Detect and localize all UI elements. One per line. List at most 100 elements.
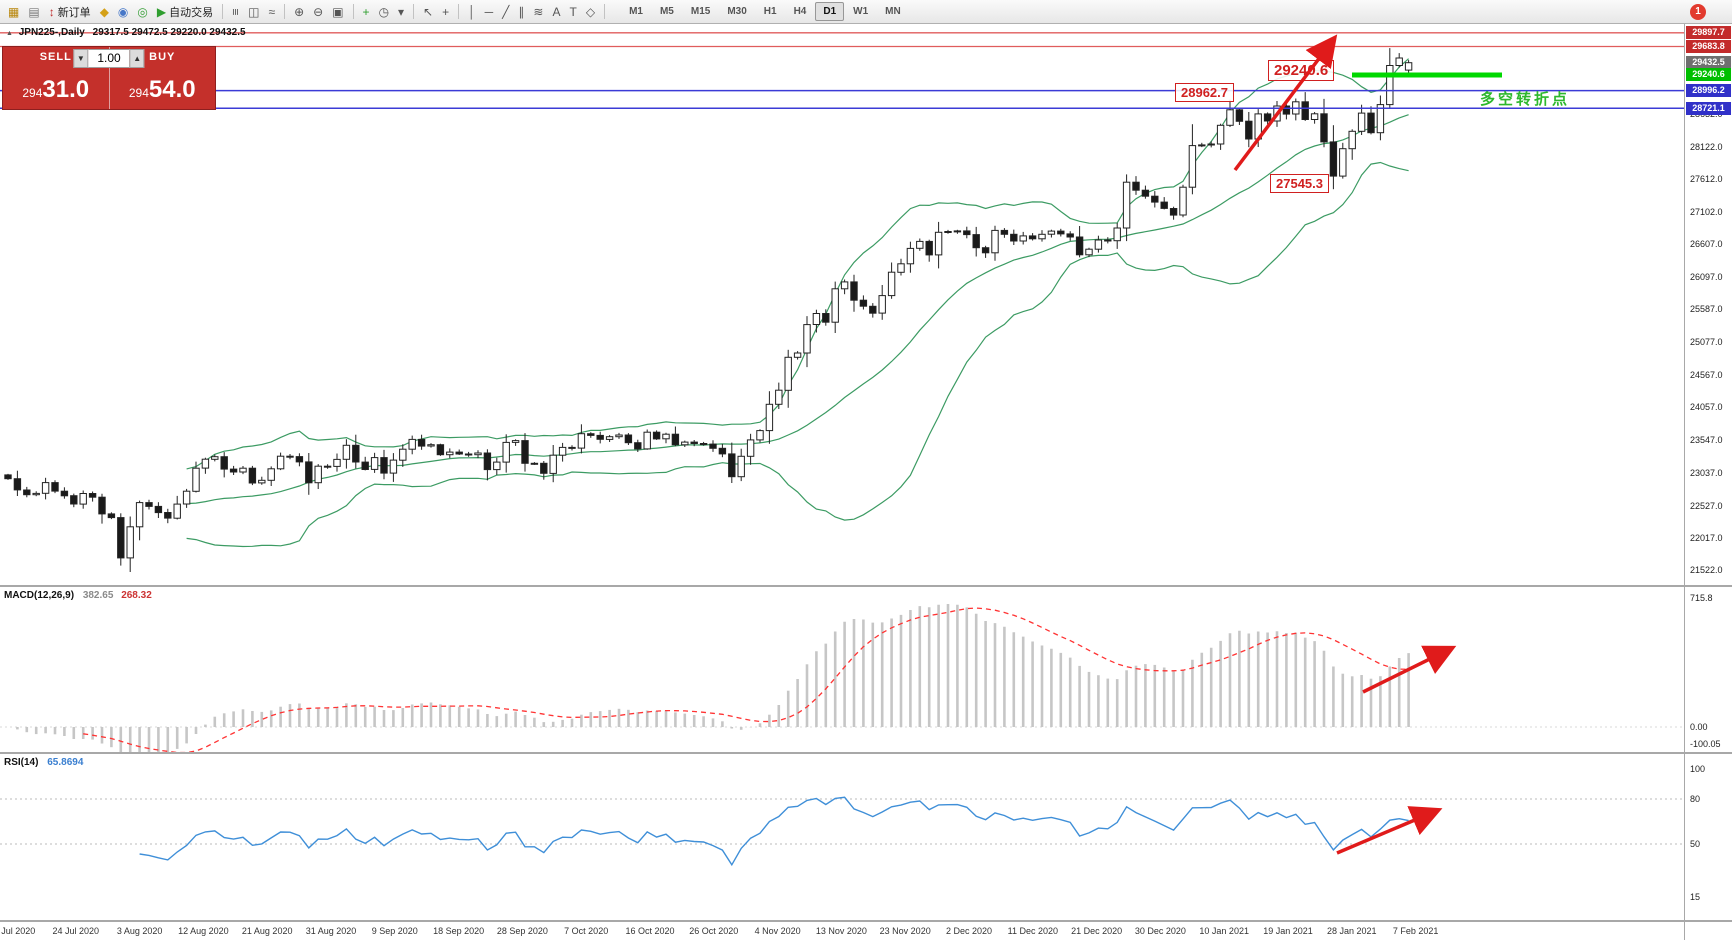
- trendline-icon: ╱: [502, 4, 510, 19]
- timeframe-w1[interactable]: W1: [853, 6, 869, 17]
- new-order-button[interactable]: ↕ 新订单: [45, 2, 95, 22]
- vertical-line-icon: │: [468, 4, 476, 19]
- profiles-button[interactable]: ▤: [24, 2, 43, 22]
- chart-price-annotation: 29240.6: [1268, 60, 1335, 81]
- expert-list-icon: ◎: [137, 4, 148, 19]
- price-scale-tick: 26097.0: [1690, 271, 1723, 282]
- macd-histogram: [16, 604, 1410, 752]
- indicators-button[interactable]: +: [359, 2, 374, 22]
- rsi-value: 65.8694: [47, 757, 84, 768]
- macd-scale-tick: 0.00: [1690, 722, 1708, 732]
- metaeditor-button[interactable]: ◆: [96, 2, 113, 22]
- chart-price-annotation: 27545.3: [1270, 174, 1329, 193]
- time-axis-label: 3 Aug 2020: [116, 926, 163, 936]
- price-scale-flag: 28996.2: [1686, 84, 1731, 98]
- tile-windows-button[interactable]: ▣: [328, 2, 347, 22]
- line-chart-button[interactable]: ≈: [264, 2, 279, 22]
- crosshair-button[interactable]: +: [438, 2, 453, 22]
- buy-label: BUY: [149, 51, 176, 63]
- rsi-scale-tick: 15: [1690, 891, 1701, 902]
- line-chart-icon: ≈: [268, 4, 276, 19]
- chart-price-annotation: 28962.7: [1175, 83, 1234, 102]
- timeframe-m15[interactable]: M15: [690, 6, 711, 17]
- autotrading-icon: ▶: [156, 4, 167, 19]
- price-scale-separator[interactable]: [1684, 24, 1685, 940]
- price-scale-tick: 27102.0: [1690, 207, 1723, 218]
- new-chart-icon: ▦: [8, 4, 20, 19]
- time-axis-label: 11 Dec 2020: [1007, 926, 1058, 936]
- horizontal-level-lines: [0, 32, 1684, 110]
- lot-increase-button[interactable]: ▲: [129, 49, 145, 68]
- toolbar: ▦ ▤ ↕ 新订单 ◆ ◉ ◎ ▶ 自动交易 ≡ ◫ ≈ ⊕ ⊖ ▣ + ◷ ▾ ↖ + │ ─ ╱ ∥ ≋ A T ◇ M1 M5 M1…: [0, 0, 1732, 24]
- arrows-button[interactable]: ◇: [582, 2, 599, 22]
- fibonacci-button[interactable]: ≋: [529, 2, 547, 22]
- notification-badge[interactable]: 1: [1690, 3, 1706, 20]
- zoom-in-button[interactable]: ⊕: [290, 2, 308, 22]
- time-axis-label: 18 Sep 2020: [433, 926, 485, 936]
- timeframe-h4[interactable]: H4: [793, 6, 807, 17]
- periods-button[interactable]: ◷: [375, 2, 393, 22]
- bar-chart-button[interactable]: ≡: [228, 2, 243, 22]
- main-chart-svg[interactable]: [0, 24, 1684, 585]
- price-scale-tick: 24567.0: [1690, 369, 1723, 380]
- timeframe-m30[interactable]: M30: [727, 6, 747, 17]
- timeframe-bar: M1 M5 M15 M30 H1 H4 D1 W1 MN: [621, 2, 909, 21]
- time-axis-label: 23 Nov 2020: [879, 926, 931, 936]
- horizontal-line-icon: ─: [484, 4, 494, 19]
- candlestick-chart-button[interactable]: ◫: [244, 2, 263, 22]
- rsi-panel-svg[interactable]: [0, 754, 1684, 920]
- timeframe-m1[interactable]: M1: [629, 6, 643, 17]
- time-axis-separator[interactable]: [0, 920, 1732, 922]
- timeframe-m5[interactable]: M5: [659, 6, 674, 17]
- lot-value[interactable]: 1.00: [88, 49, 130, 68]
- panel-separator[interactable]: [0, 585, 1732, 587]
- price-scale-flag: 28721.1: [1686, 101, 1731, 115]
- time-axis-label: 28 Jan 2021: [1327, 926, 1377, 936]
- price-scale-flag: 29240.6: [1686, 68, 1731, 82]
- macd-scale-tick: -100.05: [1690, 739, 1721, 749]
- tile-windows-icon: ▣: [332, 4, 344, 19]
- timeframe-mn[interactable]: MN: [885, 6, 901, 17]
- price-scale-tick: 27612.0: [1690, 174, 1723, 185]
- text-label-icon: T: [569, 4, 577, 19]
- templates-button[interactable]: ▾: [394, 2, 408, 22]
- lot-decrease-button[interactable]: ▼: [73, 49, 89, 68]
- autotrading-button-label: 自动交易: [169, 6, 214, 19]
- text-label-button[interactable]: T: [565, 2, 580, 22]
- vertical-line-button[interactable]: │: [464, 2, 480, 22]
- zoom-out-button[interactable]: ⊖: [309, 2, 327, 22]
- time-axis-label: 28 Sep 2020: [496, 926, 548, 936]
- chart-symbol-icon: ▲: [6, 30, 13, 37]
- zoom-out-icon: ⊖: [313, 4, 324, 19]
- bollinger-bands: [186, 58, 1409, 548]
- time-axis-label: 10 Jan 2021: [1199, 926, 1249, 936]
- toolbar-separator: [604, 4, 606, 19]
- autotrading-button[interactable]: ▶ 自动交易: [153, 2, 217, 22]
- timeframe-d1[interactable]: D1: [815, 2, 845, 21]
- chart-ohlc-values: 29317.5 29472.5 29220.0 29432.5: [92, 27, 246, 38]
- sell-price-prefix: 294: [22, 86, 43, 100]
- panel-separator[interactable]: [0, 752, 1732, 754]
- cursor-button[interactable]: ↖: [419, 2, 437, 22]
- text-button[interactable]: A: [548, 2, 564, 22]
- trendline-button[interactable]: ╱: [498, 2, 513, 22]
- periods-icon: ◷: [378, 4, 390, 19]
- price-scale-flag: 29897.7: [1686, 26, 1731, 40]
- new-chart-button[interactable]: ▦: [4, 2, 23, 22]
- chart-title: ▲ JPN225-,Daily 29317.5 29472.5 29220.0 …: [6, 27, 246, 38]
- price-scale-flag: 29683.8: [1686, 40, 1731, 54]
- accounts-button[interactable]: ◉: [114, 2, 132, 22]
- equidistant-channel-button[interactable]: ∥: [514, 2, 528, 22]
- templates-icon: ▾: [398, 4, 405, 19]
- equidistant-channel-icon: ∥: [518, 4, 525, 19]
- horizontal-line-button[interactable]: ─: [481, 2, 498, 22]
- price-scale-tick: 22017.0: [1690, 533, 1723, 544]
- price-scale-tick: 23547.0: [1690, 435, 1723, 446]
- toolbar-separator: [284, 4, 286, 19]
- expert-list-button[interactable]: ◎: [133, 2, 151, 22]
- price-scale-tick: 26607.0: [1690, 238, 1723, 249]
- macd-panel-svg[interactable]: [0, 587, 1684, 752]
- time-axis-label: 12 Aug 2020: [178, 926, 229, 936]
- profiles-icon: ▤: [28, 4, 40, 19]
- timeframe-h1[interactable]: H1: [763, 6, 777, 17]
